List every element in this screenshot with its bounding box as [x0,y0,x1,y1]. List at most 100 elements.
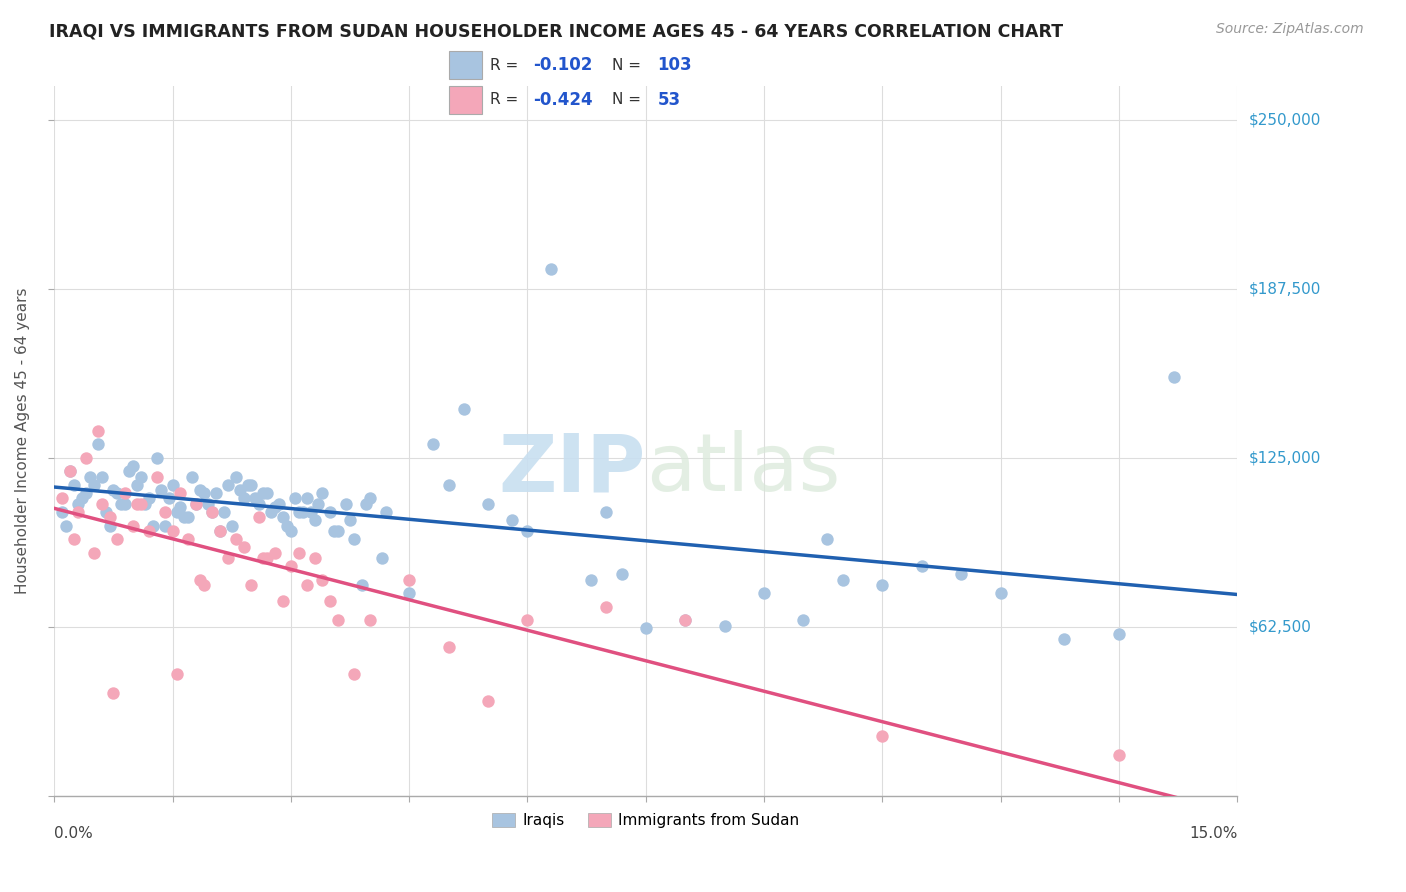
Point [173,510,195,524]
Point [86,424,108,438]
Point [240,578,263,592]
Point [138,491,160,506]
Point [595,599,617,614]
Point [166,667,188,681]
Point [280,524,302,538]
Point [247,510,270,524]
Point [256,550,278,565]
Point [75,486,97,500]
Point [1108,626,1130,640]
Point [477,497,499,511]
Point [193,486,215,500]
Point [118,465,141,479]
Point [146,470,169,484]
Point [169,486,191,500]
Point [304,513,326,527]
Point [138,524,160,538]
Point [264,545,287,559]
Point [516,613,538,627]
Text: -0.102: -0.102 [534,56,593,74]
Point [225,470,247,484]
Point [162,524,184,538]
Point [304,550,326,565]
Text: atlas: atlas [645,431,841,508]
Point [129,470,152,484]
Text: 0.0%: 0.0% [55,826,93,841]
Point [398,586,420,600]
Point [284,491,307,506]
Point [872,578,894,592]
Text: $187,500: $187,500 [1249,282,1320,296]
Text: IRAQI VS IMMIGRANTS FROM SUDAN HOUSEHOLDER INCOME AGES 45 - 64 YEARS CORRELATION: IRAQI VS IMMIGRANTS FROM SUDAN HOUSEHOLD… [49,22,1063,40]
Point [225,532,247,546]
Y-axis label: Householder Income Ages 45 - 64 years: Householder Income Ages 45 - 64 years [15,288,30,594]
Point [240,478,263,492]
Point [350,578,373,592]
Point [127,478,149,492]
Point [752,586,775,600]
Point [319,594,342,608]
Point [247,497,270,511]
Text: 53: 53 [658,91,681,109]
Point [437,478,460,492]
Point [264,500,287,514]
Point [162,478,184,492]
Point [595,505,617,519]
Point [232,540,254,554]
Point [339,513,361,527]
Point [422,437,444,451]
Point [122,518,145,533]
Point [477,694,499,708]
Point [105,532,128,546]
Point [208,524,231,538]
Point [127,497,149,511]
Point [398,573,420,587]
Point [354,497,377,511]
Point [208,524,231,538]
Point [149,483,172,498]
Point [501,513,523,527]
Text: -0.424: -0.424 [534,91,593,109]
Text: N =: N = [612,58,645,72]
Point [815,532,838,546]
Point [105,486,128,500]
Point [610,567,633,582]
Point [256,486,278,500]
Point [308,497,330,511]
Point [295,491,318,506]
Point [98,510,121,524]
Text: R =: R = [489,93,523,107]
Point [110,497,132,511]
Point [79,470,101,484]
Text: N =: N = [612,93,645,107]
Point [832,573,855,587]
Point [299,505,322,519]
Point [188,573,211,587]
Point [55,518,77,533]
Point [90,470,112,484]
Point [146,450,169,465]
Point [950,567,973,582]
Point [94,505,117,519]
Point [177,532,200,546]
Point [177,510,200,524]
Point [63,478,86,492]
Point [153,518,176,533]
Point [374,505,396,519]
Point [217,478,239,492]
Legend: Iraqis, Immigrants from Sudan: Iraqis, Immigrants from Sudan [486,807,806,834]
Point [212,505,235,519]
Point [217,550,239,565]
Point [181,470,204,484]
Point [122,458,145,473]
Point [343,532,366,546]
Point [90,497,112,511]
Point [343,667,366,681]
Point [169,500,191,514]
FancyBboxPatch shape [449,86,482,114]
Point [134,497,156,511]
Point [319,505,342,519]
Point [232,491,254,506]
Point [634,621,657,635]
Text: $62,500: $62,500 [1249,619,1312,634]
